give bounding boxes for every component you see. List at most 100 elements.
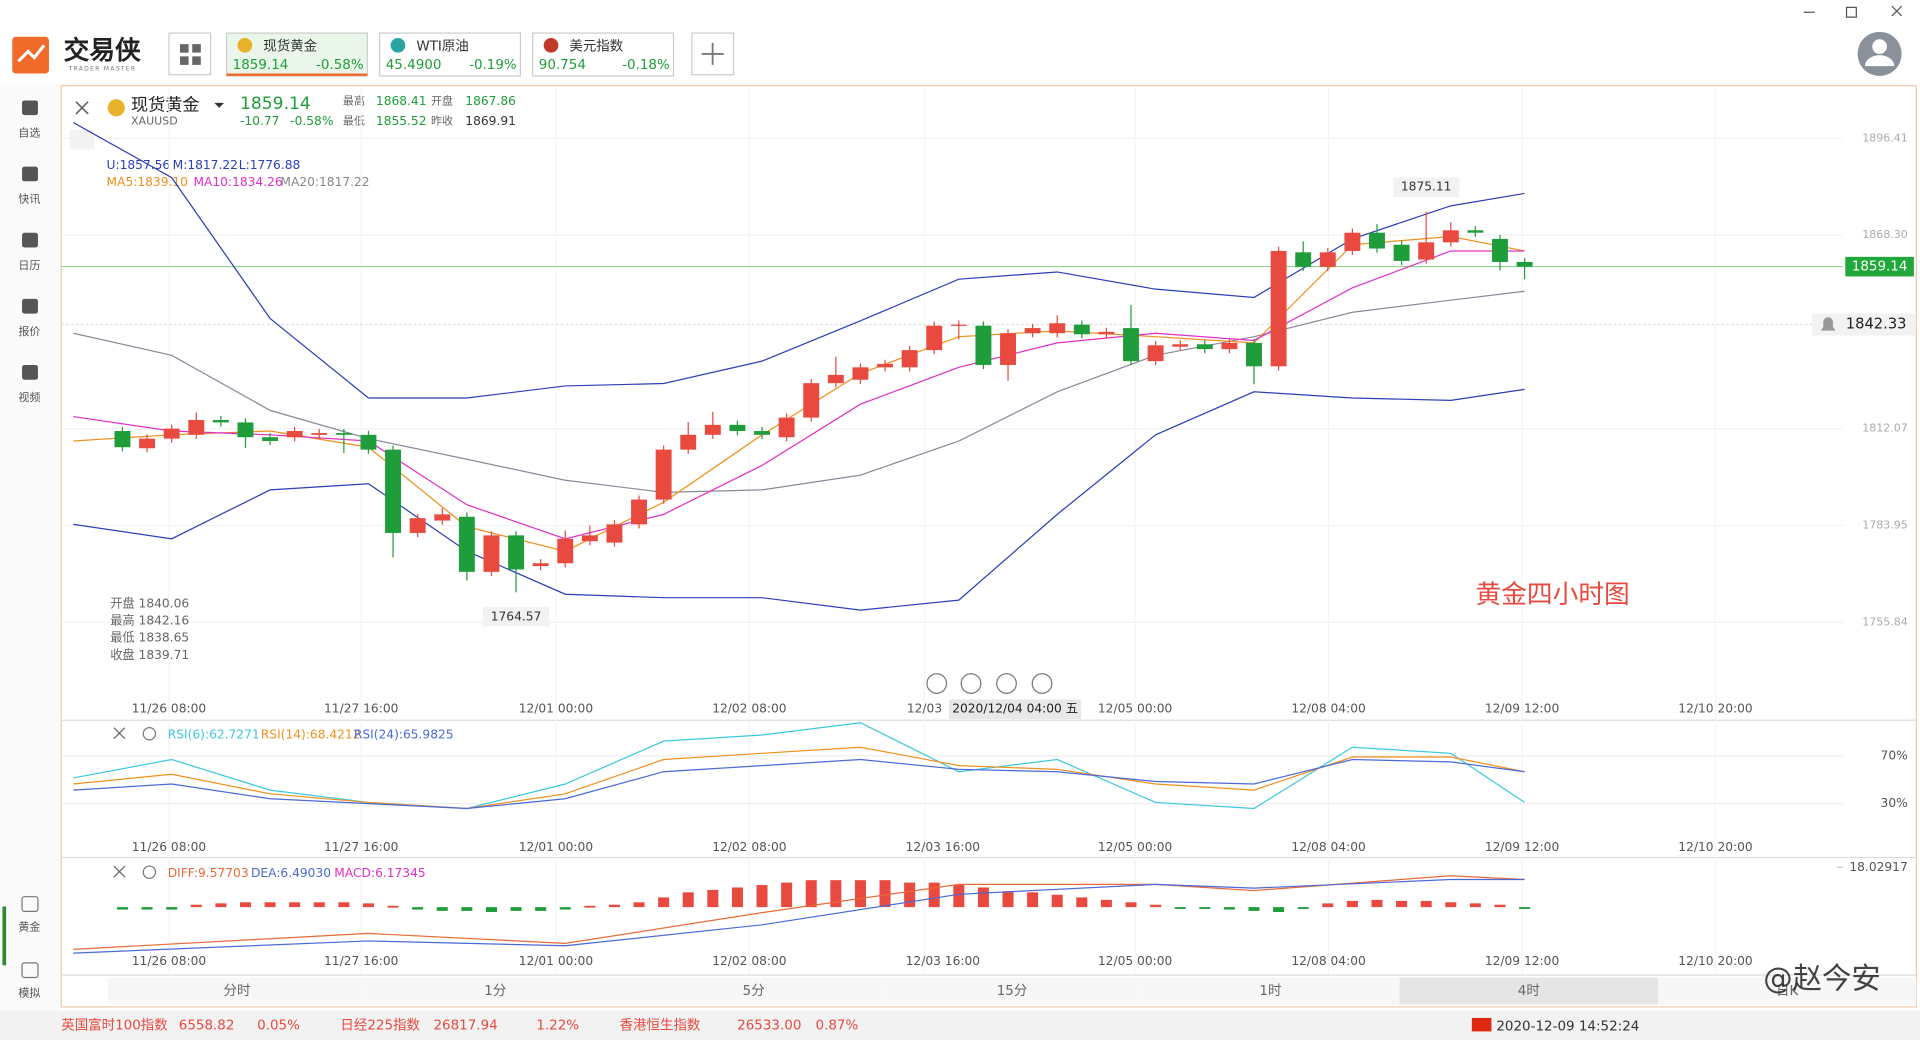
x-tick-label: 12/02 08:00 [712, 840, 786, 854]
y-tick-label: 30% [1881, 796, 1908, 810]
candle-body [483, 535, 500, 572]
x-tick-label: 12/05 00:00 [1098, 702, 1172, 716]
panel-settings[interactable] [142, 727, 157, 741]
x-tick-label: 12/02 08:00 [712, 702, 786, 716]
collapse-button[interactable] [69, 129, 95, 150]
y-tick-label: 1896.41 [1862, 131, 1908, 144]
sidebar-icon[interactable] [21, 896, 39, 912]
macd-bar [535, 907, 547, 911]
x-tick-label: 11/26 08:00 [132, 702, 206, 716]
period-tab[interactable] [1141, 977, 1400, 1005]
macd-bar [313, 902, 325, 908]
macd-legend: DIFF:9.57703 [168, 866, 249, 880]
candle-body [458, 516, 475, 572]
candle-body [852, 367, 869, 380]
overlay-line [73, 290, 1525, 493]
period-tab[interactable] [366, 977, 625, 1005]
candle-body [360, 434, 377, 450]
candle-body [1221, 342, 1238, 350]
sidebar-icon[interactable] [22, 298, 38, 314]
low-note-box [482, 606, 550, 627]
macd-bar [707, 889, 719, 908]
ma-legend: MA10:1834.26 [193, 175, 282, 189]
macd-bar [559, 907, 571, 910]
period-label: 4时 [1518, 983, 1540, 999]
x-tick-label: 12/09 12:00 [1485, 840, 1559, 854]
candle-body [606, 524, 623, 543]
window-controls[interactable] [1803, 5, 1903, 18]
period-tab[interactable] [1657, 977, 1917, 1005]
candle-body [212, 420, 229, 423]
cursor-time: 2020/12/04 04:00 五 [952, 702, 1078, 716]
macd-bar [461, 907, 473, 911]
sidebar-icon[interactable] [22, 166, 38, 182]
nav-button[interactable] [960, 673, 982, 694]
panel-settings[interactable] [142, 865, 157, 879]
macd-bar [1322, 903, 1334, 908]
candle-body [1123, 328, 1139, 362]
candle-body [1344, 232, 1361, 251]
macd-bar [215, 903, 227, 908]
ohlc-info: 最高 1842.16 [110, 613, 189, 628]
x-tick-label: 12/05 00:00 [1098, 840, 1172, 854]
x-tick-label: 12/05 00:00 [1098, 954, 1172, 968]
ticker-change: 0.87% [816, 1017, 859, 1033]
ma-legend: MA5:1839.10 [107, 175, 188, 189]
macd-legend: MACD:6.17345 [334, 866, 425, 880]
candle-body [139, 438, 156, 449]
candle-body [1147, 345, 1164, 362]
macd-bar [805, 880, 817, 908]
candle-body [508, 535, 525, 570]
high-note-box [1393, 177, 1460, 197]
macd-bar [584, 905, 596, 908]
candle-body [1196, 344, 1213, 350]
candle-body [1467, 230, 1484, 233]
period-tab[interactable] [624, 977, 883, 1005]
panel-close[interactable] [113, 865, 126, 878]
candle-body [827, 374, 844, 384]
y-tick-label: 1812.07 [1862, 422, 1908, 435]
macd-bar [362, 903, 374, 908]
rsi-legend: RSI(6):62.7271 [168, 727, 260, 741]
candle-body [729, 424, 746, 432]
rsi-legend: RSI(24):65.9825 [354, 727, 454, 741]
period-tab[interactable] [882, 977, 1142, 1005]
sidebar-icon[interactable] [22, 365, 38, 380]
x-tick-label: 12/10 20:00 [1678, 954, 1752, 968]
x-tick-label: 11/27 16:00 [324, 702, 398, 716]
period-tab[interactable] [1399, 977, 1658, 1005]
close-icon[interactable] [75, 101, 89, 115]
macd-bar [904, 882, 916, 908]
period-tab[interactable] [107, 977, 367, 1005]
ohlc-info: 收盘 1839.71 [110, 647, 189, 662]
sidebar-icon[interactable] [22, 232, 38, 248]
candle-body [114, 431, 131, 448]
logo-text: 交易侠 [64, 35, 141, 66]
plus-icon [701, 42, 724, 65]
sidebar-icon[interactable] [21, 962, 39, 979]
dropdown-icon[interactable] [214, 102, 225, 108]
nav-button[interactable] [996, 673, 1017, 694]
macd-legend: DEA:6.49030 [251, 866, 331, 880]
tab-name: 美元指数 [569, 39, 623, 55]
candle-body [655, 449, 672, 500]
nav-button[interactable] [926, 673, 948, 694]
high-note: 1875.11 [1401, 180, 1452, 194]
candle-body [926, 325, 943, 351]
candle-body [1295, 252, 1312, 267]
datetime: 2020-12-09 14:52:24 [1496, 1019, 1639, 1035]
period-label: 5分 [743, 983, 765, 999]
grid-button[interactable] [168, 32, 212, 76]
candle-body [409, 518, 426, 533]
nav-button[interactable] [1031, 673, 1053, 694]
macd-bar [1125, 902, 1137, 908]
candle-body [1442, 230, 1459, 243]
symbol-code: XAUUSD [131, 114, 178, 127]
macd-bar [116, 907, 128, 910]
panel-close[interactable] [113, 727, 126, 740]
sidebar-icon[interactable] [22, 100, 38, 116]
last-price-tag [1845, 256, 1914, 277]
